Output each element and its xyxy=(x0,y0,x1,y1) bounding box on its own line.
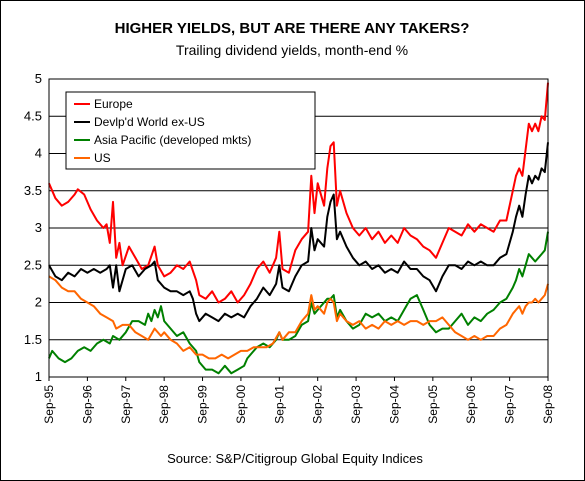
chart-subtitle: Trailing dividend yields, month-end % xyxy=(176,42,408,58)
x-tick-label: Sep-02 xyxy=(311,385,325,424)
x-tick-label: Sep-95 xyxy=(42,385,56,424)
legend-label-3: US xyxy=(94,151,111,165)
legend-box xyxy=(65,91,316,170)
y-tick-label: 2.5 xyxy=(24,257,42,272)
legend-label-2: Asia Pacific (developed mkts) xyxy=(94,133,251,147)
x-tick-label: Sep-05 xyxy=(426,385,440,424)
legend-label-0: Europe xyxy=(94,97,133,111)
y-tick-label: 4 xyxy=(35,146,42,161)
x-tick-label: Sep-96 xyxy=(80,385,94,424)
x-tick-label: Sep-01 xyxy=(272,385,286,424)
y-tick-label: 2 xyxy=(35,295,42,310)
y-tick-label: 3.5 xyxy=(24,183,42,198)
x-tick-label: Sep-98 xyxy=(157,385,171,424)
y-tick-label: 3 xyxy=(35,220,42,235)
y-tick-label: 1 xyxy=(35,369,42,384)
chart-title: HIGHER YIELDS, BUT ARE THERE ANY TAKERS? xyxy=(115,20,470,37)
y-tick-label: 1.5 xyxy=(24,332,42,347)
axis-layer: 1 1.5 2 2.5 3 3.5 4 4.5 5 Sep-95 Sep-96 Sep-97 Sep-9… xyxy=(24,71,555,424)
legend-label-1: Devlp'd World ex-US xyxy=(94,115,205,129)
y-tick-label: 5 xyxy=(35,71,42,86)
x-tick-label: Sep-07 xyxy=(503,385,517,424)
x-tick-label: Sep-08 xyxy=(541,385,555,424)
x-tick-label: Sep-06 xyxy=(464,385,478,424)
series-layer xyxy=(48,82,549,375)
x-tick-label: Sep-00 xyxy=(234,385,248,424)
chart-source: Source: S&P/Citigroup Global Equity Indi… xyxy=(167,451,423,466)
series-line-3 xyxy=(48,275,549,360)
legend: Europe Devlp'd World ex-US Asia Pacific (d… xyxy=(65,91,316,170)
series-line-0 xyxy=(48,82,549,304)
x-tick-label: Sep-03 xyxy=(349,385,363,424)
x-tick-label: Sep-99 xyxy=(196,385,210,424)
series-line-2 xyxy=(48,231,549,375)
y-tick-label: 4.5 xyxy=(24,108,42,123)
series-line-1 xyxy=(48,142,549,323)
x-tick-label: Sep-97 xyxy=(119,385,133,424)
plot-border xyxy=(48,78,549,378)
x-tick-label: Sep-04 xyxy=(387,385,401,424)
